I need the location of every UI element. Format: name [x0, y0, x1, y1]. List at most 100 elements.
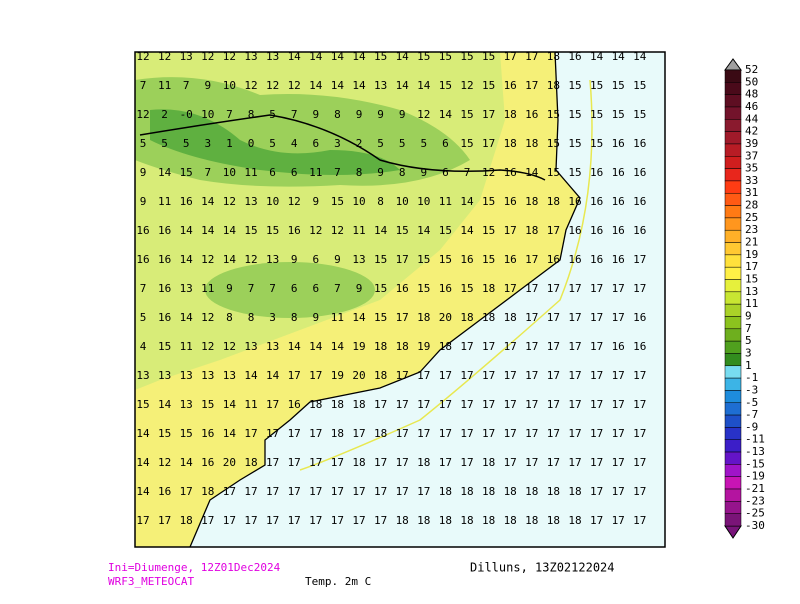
grid-value: 17	[482, 427, 495, 440]
colorbar-label: 3	[745, 346, 752, 359]
grid-value: 6	[269, 166, 276, 179]
grid-value: 17	[612, 398, 625, 411]
grid-value: 18	[547, 514, 560, 527]
grid-value: 12	[158, 456, 171, 469]
grid-value: 15	[547, 137, 560, 150]
colorbar-band	[724, 156, 742, 169]
colorbar-band	[724, 303, 742, 317]
grid-value: 15	[590, 137, 603, 150]
grid-value: 9	[312, 195, 319, 208]
grid-value: 14	[180, 311, 194, 324]
colorbar-label: -1	[745, 371, 758, 384]
colorbar-band	[724, 254, 742, 268]
colorbar-label: 13	[745, 285, 758, 298]
grid-value: 18	[201, 485, 214, 498]
grid-value: 18	[482, 311, 495, 324]
grid-value: 13	[180, 50, 193, 63]
colorbar-label: 28	[745, 199, 758, 212]
grid-value: 16	[158, 311, 171, 324]
grid-value: 12	[460, 79, 473, 92]
grid-value: 17	[331, 514, 344, 527]
grid-value: 18	[525, 514, 538, 527]
grid-value: 12	[136, 50, 149, 63]
grid-value: 18	[374, 369, 387, 382]
colorbar-band	[724, 82, 742, 95]
grid-value: 17	[525, 253, 538, 266]
grid-value: 14	[374, 224, 388, 237]
grid-value: 12	[417, 108, 430, 121]
grid-value: 17	[352, 427, 365, 440]
grid-value: 17	[612, 311, 625, 324]
grid-value: 15	[374, 282, 387, 295]
grid-value: 17	[547, 282, 560, 295]
grid-value: 17	[266, 514, 279, 527]
grid-value: 17	[482, 340, 495, 353]
grid-value: 16	[504, 166, 517, 179]
grid-value: 17	[374, 398, 387, 411]
grid-value: 16	[612, 340, 625, 353]
grid-value: 17	[504, 427, 517, 440]
grid-value: 17	[374, 514, 387, 527]
grid-value: 9	[312, 311, 319, 324]
grid-value: 15	[374, 50, 387, 63]
grid-value: 14	[201, 224, 215, 237]
grid-value: 17	[288, 485, 301, 498]
colorbar-label: -11	[745, 433, 765, 446]
colorbar-band	[724, 353, 742, 367]
colorbar-label: 1	[745, 359, 752, 372]
grid-value: 17	[417, 398, 430, 411]
grid-value: 14	[223, 398, 237, 411]
grid-value: 17	[439, 369, 452, 382]
grid-value: 5	[269, 137, 276, 150]
grid-value: 17	[633, 485, 646, 498]
grid-value: 16	[612, 224, 625, 237]
grid-value: 15	[612, 79, 625, 92]
grid-value: 16	[547, 253, 560, 266]
grid-value: 16	[504, 195, 517, 208]
valid-time: Dilluns, 13Z02122024	[470, 561, 615, 575]
grid-value: 17	[439, 427, 452, 440]
grid-value: 17	[396, 253, 409, 266]
grid-value: 18	[309, 398, 322, 411]
grid-value: 14	[331, 79, 345, 92]
colorbar: 5250484644423937353331282523211917151311…	[724, 58, 765, 539]
grid-value: 17	[633, 369, 646, 382]
grid-value: 17	[482, 108, 495, 121]
grid-value: 8	[377, 195, 384, 208]
grid-value: 0	[248, 137, 255, 150]
colorbar-label: 5	[745, 334, 752, 347]
grid-value: 17	[180, 485, 193, 498]
grid-value: 17	[612, 369, 625, 382]
grid-value: 10	[352, 195, 365, 208]
grid-value: 17	[590, 398, 603, 411]
colorbar-label: -19	[745, 470, 765, 483]
grid-value: 17	[525, 79, 538, 92]
grid-value: 17	[460, 398, 473, 411]
grid-value: 17	[525, 398, 538, 411]
variable-name: Temp. 2m C	[305, 575, 371, 588]
colorbar-band	[724, 488, 742, 502]
colorbar-band	[724, 180, 742, 194]
grid-value: 15	[633, 108, 646, 121]
grid-value: 18	[504, 311, 517, 324]
grid-value: 14	[158, 398, 172, 411]
grid-value: 7	[248, 282, 255, 295]
grid-value: 12	[244, 79, 257, 92]
grid-value: 17	[547, 340, 560, 353]
grid-value: 18	[417, 311, 430, 324]
grid-value: 14	[180, 224, 194, 237]
map: 12 12 13 12 12 13 13 14 14 14 14 15 14 15 15 15 15 17 17 18…	[134, 50, 666, 548]
grid-value: 14	[525, 166, 539, 179]
grid-value: 16	[158, 485, 171, 498]
grid-value: 17	[201, 514, 214, 527]
grid-value: 18	[525, 224, 538, 237]
grid-value: 17	[547, 311, 560, 324]
grid-value: 7	[334, 166, 341, 179]
grid-value: 12	[331, 224, 344, 237]
grid-value: 15	[482, 50, 495, 63]
grid-value: 17	[612, 456, 625, 469]
grid-value: 5	[161, 137, 168, 150]
grid-value: 15	[568, 166, 581, 179]
grid-value: 16	[201, 456, 214, 469]
grid-value: 17	[396, 456, 409, 469]
